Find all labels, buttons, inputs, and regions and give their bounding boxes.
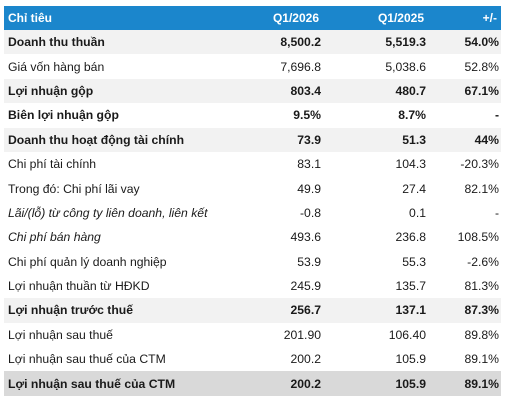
- row-q1-2026: 49.9: [297, 181, 321, 196]
- row-q1-2025: 137.1: [395, 303, 427, 318]
- table-row: Lợi nhuận gộp 803.4 480.7 67.1%: [4, 78, 501, 104]
- row-q1-2025: 51.3: [402, 132, 426, 147]
- row-q1-2026: 73.9: [297, 132, 321, 147]
- row-change: 52.8%: [464, 59, 499, 74]
- table-row: Chi phí quản lý doanh nghiệp 53.9 55.3 -2.6…: [4, 250, 501, 274]
- row-label: Lợi nhuận gộp: [8, 83, 94, 98]
- row-change: 54.0%: [464, 35, 499, 50]
- table-row: Lãi/(lỗ) từ công ty liên doanh, liên kết…: [4, 201, 501, 225]
- table-row: Lợi nhuận sau thuế 201.90 106.40 89.8%: [4, 323, 501, 347]
- table-row: Lợi nhuận thuần từ HĐKD 245.9 135.7 81.3%: [4, 274, 501, 298]
- row-q1-2026: 201.90: [283, 327, 321, 342]
- row-change: 44%: [474, 132, 499, 147]
- row-label: Chi phí quản lý doanh nghiệp: [8, 254, 167, 269]
- row-label: Biên lợi nhuận gộp: [8, 108, 119, 123]
- row-label: Giá vốn hàng bán: [8, 59, 105, 74]
- row-label: Chi phí bán hàng: [8, 230, 101, 245]
- row-q1-2025: 105.9: [395, 376, 427, 391]
- table-body: Doanh thu thuần 8,500.2 5,519.3 54.0% Giá vố…: [4, 30, 501, 396]
- row-q1-2026: 493.6: [290, 230, 322, 245]
- row-label: Doanh thu thuần: [8, 35, 105, 50]
- row-q1-2025: 5,038.6: [385, 59, 426, 74]
- row-q1-2026: 9.5%: [293, 108, 321, 123]
- row-q1-2025: 135.7: [395, 279, 427, 294]
- row-change: 89.1%: [464, 376, 499, 391]
- row-q1-2026: 8,500.2: [280, 35, 321, 50]
- row-change: -: [494, 205, 499, 220]
- row-label: Doanh thu hoạt động tài chính: [8, 132, 185, 147]
- income-statement-table: Chỉ tiêu Q1/2026 Q1/2025 +/- Doanh thu t…: [4, 6, 501, 396]
- row-q1-2026: 200.2: [290, 352, 322, 367]
- table-row: Giá vốn hàng bán 7,696.8 5,038.6 52.8%: [4, 54, 501, 78]
- row-label: Trong đó: Chi phí lãi vay: [8, 181, 140, 196]
- row-q1-2026: -0.8: [299, 205, 321, 220]
- table-row: Trong đó: Chi phí lãi vay 49.9 27.4 82.1%: [4, 176, 501, 200]
- row-q1-2025: 55.3: [402, 254, 426, 269]
- header-change: +/-: [482, 11, 497, 25]
- row-q1-2026: 256.7: [290, 303, 322, 318]
- row-label: Chi phí tài chính: [8, 157, 97, 172]
- row-change: 87.3%: [464, 303, 499, 318]
- table-row: Lợi nhuận sau thuế của CTM 200.2 105.9 89.1…: [4, 371, 501, 396]
- row-q1-2026: 53.9: [297, 254, 321, 269]
- row-change: 81.3%: [464, 279, 499, 294]
- header-label: Chỉ tiêu: [8, 11, 52, 25]
- row-q1-2025: 27.4: [402, 181, 426, 196]
- row-q1-2025: 0.1: [409, 205, 426, 220]
- row-label: Lợi nhuận sau thuế: [8, 327, 113, 342]
- row-q1-2026: 200.2: [290, 376, 322, 391]
- row-change: 67.1%: [464, 83, 499, 98]
- row-q1-2025: 8.7%: [398, 108, 426, 123]
- row-q1-2026: 83.1: [297, 157, 321, 172]
- row-q1-2025: 106.40: [388, 327, 426, 342]
- row-q1-2025: 105.9: [395, 352, 427, 367]
- row-q1-2025: 5,519.3: [385, 35, 426, 50]
- table-row: Biên lợi nhuận gộp 9.5% 8.7% -: [4, 103, 501, 127]
- row-change: -2.6%: [467, 254, 499, 269]
- table-row: Lợi nhuận sau thuế của CTM 200.2 105.9 89.1…: [4, 347, 501, 371]
- table-row: Doanh thu thuần 8,500.2 5,519.3 54.0%: [4, 30, 501, 55]
- table-row: Doanh thu hoạt động tài chính 73.9 51.3 44%: [4, 127, 501, 152]
- header-q1-2025: Q1/2025: [377, 11, 424, 25]
- table-row: Chi phí tài chính 83.1 104.3 -20.3%: [4, 152, 501, 176]
- row-change: 89.1%: [464, 352, 499, 367]
- row-change: 89.8%: [464, 327, 499, 342]
- row-q1-2026: 7,696.8: [280, 59, 321, 74]
- table-header: Chỉ tiêu Q1/2026 Q1/2025 +/-: [4, 6, 501, 30]
- row-change: 108.5%: [457, 230, 499, 245]
- table-row: Lợi nhuận trước thuế 256.7 137.1 87.3%: [4, 298, 501, 323]
- row-change: 82.1%: [464, 181, 499, 196]
- row-q1-2025: 236.8: [395, 230, 427, 245]
- row-q1-2025: 480.7: [395, 83, 427, 98]
- row-q1-2026: 803.4: [290, 83, 322, 98]
- row-label: Lợi nhuận trước thuế: [8, 303, 134, 318]
- row-label: Lãi/(lỗ) từ công ty liên doanh, liên kết: [8, 205, 208, 220]
- row-q1-2025: 104.3: [395, 157, 427, 172]
- row-change: -20.3%: [460, 157, 499, 172]
- row-q1-2026: 245.9: [290, 279, 322, 294]
- row-label: Lợi nhuận sau thuế của CTM: [8, 352, 166, 367]
- row-label: Lợi nhuận thuần từ HĐKD: [8, 279, 150, 294]
- row-label: Lợi nhuận sau thuế của CTM: [8, 376, 176, 391]
- row-change: -: [494, 108, 499, 123]
- table-row: Chi phí bán hàng 493.6 236.8 108.5%: [4, 225, 501, 249]
- header-q1-2026: Q1/2026: [272, 11, 319, 25]
